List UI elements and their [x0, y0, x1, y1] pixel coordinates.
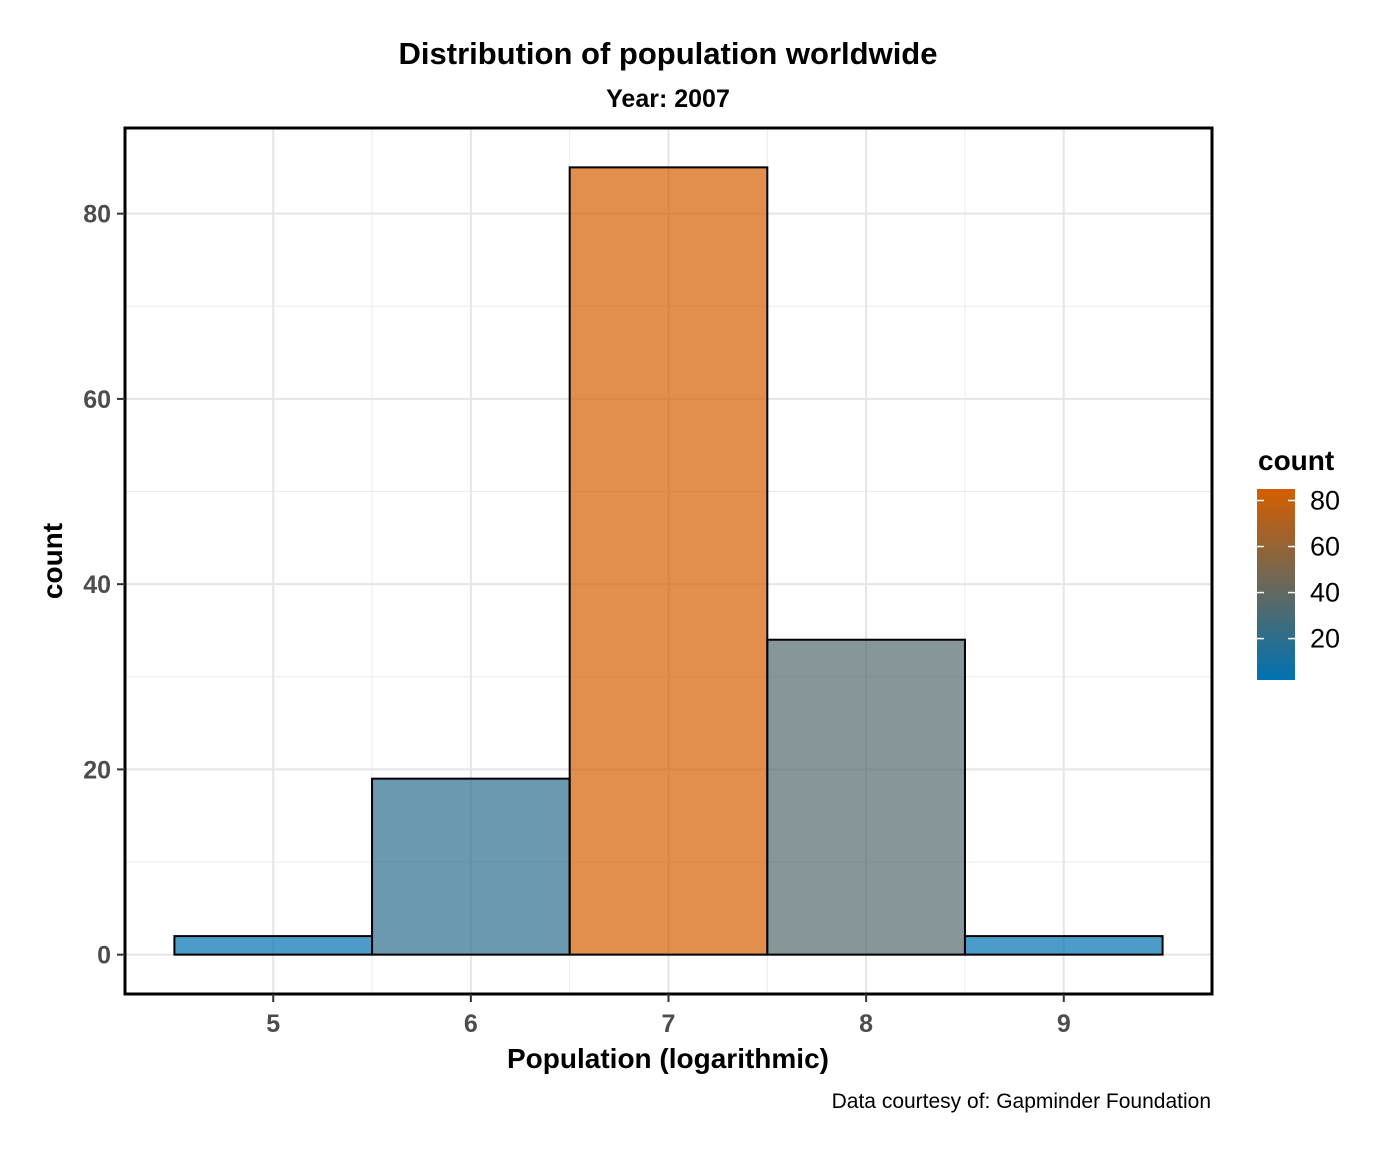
- y-tick-label: 60: [83, 386, 111, 414]
- x-tick-label: 7: [662, 1010, 676, 1038]
- legend: count 20 40 60 80: [1257, 445, 1340, 680]
- x-axis-title: Population (logarithmic): [507, 1043, 829, 1074]
- chart-subtitle: Year: 2007: [606, 85, 730, 113]
- y-axis-title: count: [37, 523, 68, 599]
- chart-title: Distribution of population worldwide: [399, 36, 938, 71]
- x-tick-label: 6: [464, 1010, 478, 1038]
- y-axis-ticks: 0 20 40 60 80: [83, 201, 125, 970]
- histogram-bar: [371, 777, 571, 956]
- legend-color-bar: [1257, 489, 1295, 680]
- y-tick-label: 0: [97, 942, 111, 970]
- histogram-bar: [173, 935, 374, 956]
- x-axis-ticks: 5 6 7 8 9: [266, 994, 1071, 1038]
- x-tick-label: 5: [266, 1010, 280, 1038]
- x-tick-label: 8: [859, 1010, 873, 1038]
- legend-tick-label: 20: [1310, 624, 1340, 654]
- bars: [173, 166, 1164, 956]
- legend-tick-label: 40: [1310, 578, 1340, 608]
- legend-tick-label: 80: [1310, 486, 1340, 516]
- legend-ticks: 20 40 60 80: [1257, 486, 1340, 654]
- legend-title: count: [1258, 445, 1334, 476]
- legend-tick-label: 60: [1310, 532, 1340, 562]
- x-tick-label: 9: [1057, 1010, 1071, 1038]
- histogram-bar: [963, 935, 1164, 956]
- y-tick-label: 40: [83, 571, 111, 599]
- histogram-bar: [766, 638, 966, 956]
- chart-caption: Data courtesy of: Gapminder Foundation: [832, 1090, 1211, 1113]
- histogram-bar: [568, 166, 769, 956]
- y-tick-label: 80: [83, 201, 111, 229]
- y-tick-label: 20: [83, 756, 111, 784]
